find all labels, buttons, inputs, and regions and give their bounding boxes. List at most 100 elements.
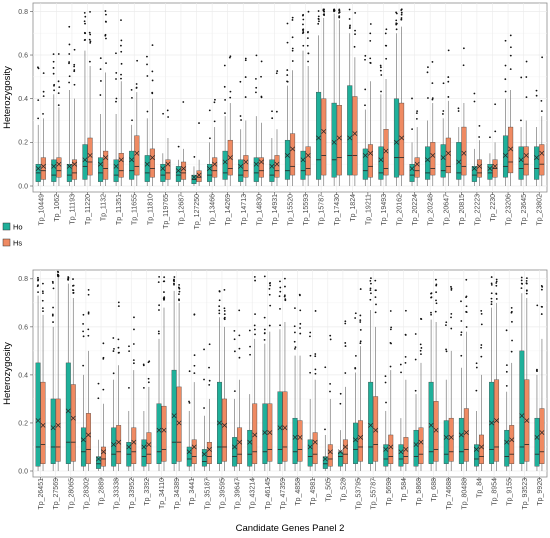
outlier-point-hs bbox=[525, 292, 528, 295]
outlier-point-hs bbox=[384, 32, 387, 35]
mean-marker-ho bbox=[35, 166, 41, 171]
outlier-point-hs bbox=[450, 316, 452, 319]
outlier-point-ho bbox=[218, 290, 221, 293]
box-ho bbox=[519, 350, 525, 464]
outlier-point-hs bbox=[283, 295, 286, 298]
outlier-point-hs bbox=[57, 92, 60, 95]
outlier-point-hs bbox=[132, 343, 135, 345]
x-tick-label: Tp_3441 bbox=[189, 478, 196, 506]
outlier-point-ho bbox=[475, 362, 478, 365]
box-hs bbox=[70, 384, 76, 462]
box-hs bbox=[383, 129, 389, 176]
outlier-point-hs bbox=[404, 355, 407, 358]
outlier-point-hs bbox=[307, 10, 310, 13]
outlier-point-ho bbox=[430, 296, 433, 299]
mean-marker-ho bbox=[378, 157, 384, 163]
outlier-point-hs bbox=[57, 80, 60, 83]
outlier-point-hs bbox=[58, 86, 61, 88]
outlier-point-hs bbox=[525, 277, 528, 280]
outlier-point-ho bbox=[83, 31, 86, 34]
outlier-point-hs bbox=[238, 347, 241, 350]
mean-marker-hs bbox=[373, 427, 379, 433]
outlier-point-hs bbox=[400, 18, 403, 21]
box-ho bbox=[35, 362, 41, 467]
outlier-point-hs bbox=[431, 98, 434, 101]
outlier-point-hs bbox=[238, 334, 241, 337]
box-ho bbox=[141, 439, 147, 467]
outlier-point-ho bbox=[442, 110, 445, 112]
outlier-point-ho bbox=[131, 96, 133, 99]
mean-marker-hs bbox=[524, 418, 530, 423]
outlier-point-hs bbox=[105, 62, 107, 65]
outlier-point-hs bbox=[420, 347, 423, 349]
outlier-point-hs bbox=[284, 277, 286, 280]
mean-marker-hs bbox=[463, 430, 469, 436]
outlier-point-ho bbox=[173, 276, 176, 278]
outlier-point-hs bbox=[163, 298, 165, 301]
box-hs bbox=[101, 446, 106, 467]
mean-marker-hs bbox=[523, 152, 529, 158]
outlier-point-ho bbox=[249, 345, 251, 348]
box-hs bbox=[191, 439, 197, 464]
x-tick-label: Tp_505 bbox=[325, 478, 332, 502]
outlier-point-ho bbox=[504, 78, 507, 81]
outlier-point-ho bbox=[354, 317, 357, 319]
mean-marker-ho bbox=[80, 437, 86, 443]
panel-2-x-axis-label: Candidate Genes Panel 2 bbox=[236, 523, 345, 534]
outlier-point-ho bbox=[520, 279, 523, 282]
outlier-point-hs bbox=[480, 313, 483, 315]
outlier-point-hs bbox=[178, 283, 180, 286]
outlier-point-hs bbox=[104, 33, 107, 36]
outlier-point-hs bbox=[260, 75, 262, 78]
outlier-point-ho bbox=[536, 370, 538, 373]
outlier-point-ho bbox=[309, 331, 312, 334]
outlier-point-hs bbox=[214, 98, 216, 101]
outlier-point-ho bbox=[490, 303, 493, 306]
x-tick-label: Tp_93523 bbox=[522, 478, 529, 510]
box-hs bbox=[509, 425, 515, 464]
box-ho bbox=[316, 91, 322, 180]
outlier-point-hs bbox=[193, 364, 196, 367]
outlier-point-hs bbox=[415, 112, 418, 115]
box-hs bbox=[87, 137, 93, 176]
outlier-point-ho bbox=[255, 77, 257, 80]
box-ho bbox=[368, 381, 374, 464]
y-tick-label: 0.6 bbox=[18, 52, 28, 59]
box-hs bbox=[149, 148, 155, 178]
outlier-point-hs bbox=[178, 298, 180, 301]
outlier-point-hs bbox=[42, 282, 44, 285]
mean-marker-hs bbox=[191, 444, 197, 450]
outlier-point-ho bbox=[504, 39, 507, 42]
outlier-point-ho bbox=[84, 15, 87, 18]
outlier-point-hs bbox=[307, 60, 309, 63]
x-tick-label: Tp_11193 bbox=[69, 194, 76, 225]
outlier-point-hs bbox=[120, 62, 123, 65]
box-ho bbox=[238, 159, 244, 182]
x-tick-label: Tp_12687 bbox=[178, 194, 185, 226]
outlier-point-hs bbox=[369, 32, 372, 35]
outlier-point-hs bbox=[117, 305, 120, 308]
outlier-point-hs bbox=[42, 112, 44, 115]
outlier-point-hs bbox=[132, 362, 135, 365]
legend-label-ho: Ho bbox=[13, 223, 23, 232]
mean-marker-hs bbox=[418, 439, 424, 445]
box-ho bbox=[504, 429, 510, 467]
box-ho bbox=[292, 417, 298, 464]
outlier-point-ho bbox=[395, 23, 398, 26]
box-hs bbox=[282, 391, 288, 462]
mean-marker-hs bbox=[146, 442, 152, 448]
outlier-point-hs bbox=[117, 351, 120, 354]
mean-marker-hs bbox=[414, 161, 420, 167]
outlier-point-ho bbox=[535, 89, 538, 92]
outlier-point-hs bbox=[298, 293, 301, 296]
outlier-point-hs bbox=[525, 282, 528, 284]
outlier-point-hs bbox=[431, 97, 434, 100]
outlier-point-ho bbox=[218, 299, 221, 302]
mean-marker-ho bbox=[503, 152, 508, 158]
box-hs bbox=[55, 398, 61, 462]
box-ho bbox=[253, 157, 259, 182]
x-tick-label: Tp_20162 bbox=[397, 194, 404, 226]
mean-marker-hs bbox=[539, 430, 545, 436]
outlier-point-ho bbox=[83, 12, 86, 14]
outlier-point-ho bbox=[293, 331, 296, 334]
